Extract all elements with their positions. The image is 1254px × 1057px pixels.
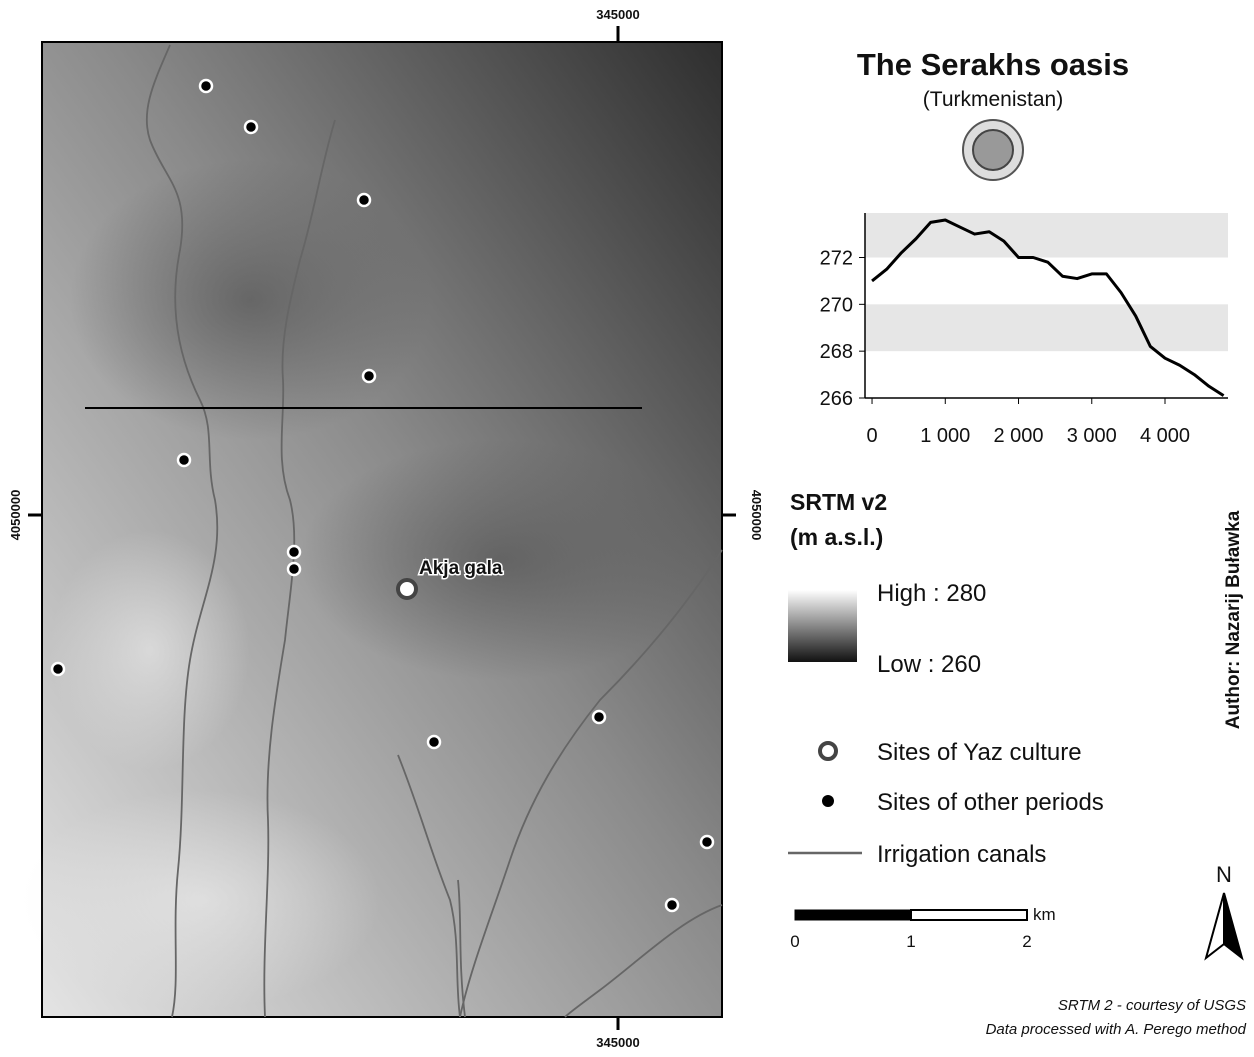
coord-label: 345000 <box>596 1035 639 1050</box>
coord-label: 345000 <box>596 7 639 22</box>
scale-bar <box>795 910 1027 920</box>
author: Author: Nazarij Buławka <box>1223 510 1244 729</box>
y-tick-label: 268 <box>820 341 853 363</box>
y-tick-label: 272 <box>820 247 853 269</box>
legend-high: High : 280 <box>877 580 986 607</box>
legend-low: Low : 260 <box>877 651 981 678</box>
legend-title: SRTM v2 <box>790 489 887 515</box>
y-tick-label: 266 <box>820 388 853 410</box>
scale-label: 2 <box>1022 932 1031 951</box>
elevation-ramp <box>788 590 857 662</box>
legend-item: Irrigation canals <box>877 841 1046 868</box>
logo <box>963 120 1023 180</box>
scale-label: 1 <box>906 932 915 951</box>
scale-unit: km <box>1033 905 1056 924</box>
x-tick-label: 1 000 <box>920 425 970 447</box>
north-arrow <box>1206 893 1242 958</box>
legend-other-symbol <box>822 795 834 807</box>
y-tick-label: 270 <box>820 294 853 316</box>
legend-item: Sites of Yaz culture <box>877 739 1082 766</box>
site-label: Akja gala <box>419 558 503 579</box>
credit: Data processed with A. Perego method <box>986 1021 1247 1038</box>
legend-title: (m a.s.l.) <box>790 524 883 550</box>
map-page: Akja gala 345000 345000 4050000 4050000 … <box>0 0 1254 1052</box>
title: The Serakhs oasis <box>857 47 1129 82</box>
legend-item: Sites of other periods <box>877 789 1104 816</box>
coord-label: 4050000 <box>749 490 764 541</box>
x-tick-label: 4 000 <box>1140 425 1190 447</box>
credit: SRTM 2 - courtesy of USGS <box>1058 997 1246 1014</box>
subtitle: (Turkmenistan) <box>923 88 1063 111</box>
legend-yaz-symbol <box>820 743 836 759</box>
north-label: N <box>1216 862 1232 887</box>
yaz-site <box>398 580 416 598</box>
x-tick-label: 3 000 <box>1067 425 1117 447</box>
coord-label: 4050000 <box>8 490 23 541</box>
scale-label: 0 <box>790 932 799 951</box>
grid-band <box>865 304 1228 351</box>
x-tick-label: 0 <box>866 425 877 447</box>
profile-chart: 266 268 270 272 0 1 000 2 000 3 000 4 000 <box>820 213 1228 447</box>
x-tick-label: 2 000 <box>993 425 1043 447</box>
